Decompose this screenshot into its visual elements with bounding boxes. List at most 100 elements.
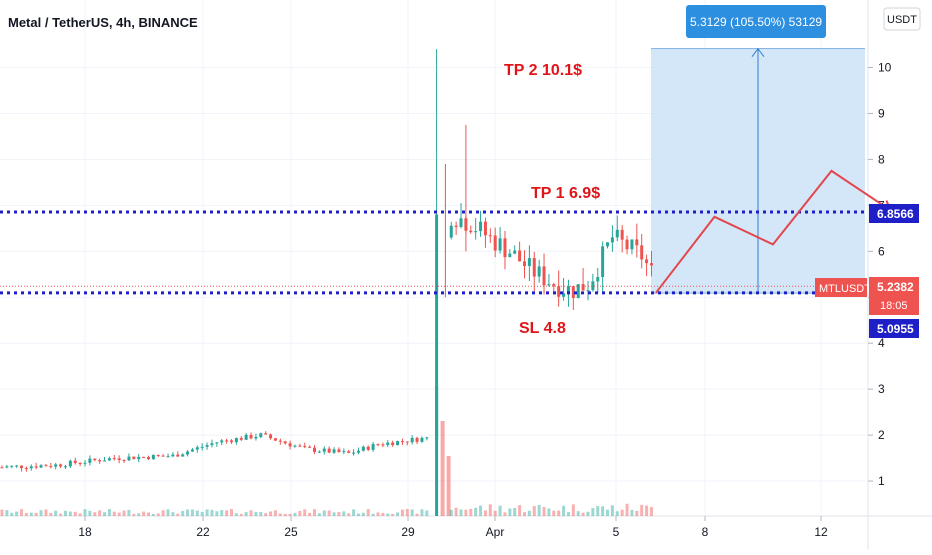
sl-annotation[interactable]: SL 4.8: [519, 320, 566, 337]
volume-bars: [0, 386, 653, 516]
volume-bar: [293, 512, 297, 516]
volume-bar: [562, 505, 566, 516]
currency-button[interactable]: USDT: [883, 7, 921, 31]
candle: [176, 454, 180, 457]
volume-bar: [288, 513, 292, 516]
volume-bar: [39, 510, 43, 516]
volume-bar: [103, 512, 107, 516]
candle: [132, 456, 136, 460]
candle: [361, 446, 365, 451]
candle: [386, 442, 390, 446]
candle: [0, 467, 4, 469]
candle: [498, 238, 502, 251]
volume-bar: [68, 511, 72, 516]
candle: [93, 458, 97, 461]
volume-bar: [166, 509, 170, 516]
y-tick-label: 6: [878, 244, 885, 258]
y-tick-label: 1: [878, 474, 885, 488]
volume-bar: [337, 512, 341, 516]
candle: [39, 465, 43, 468]
candle: [205, 445, 209, 447]
candle: [264, 433, 268, 435]
candle: [29, 466, 33, 469]
volume-bar: [469, 508, 473, 516]
volume-bar: [591, 508, 595, 516]
volume-bar: [132, 513, 136, 516]
candle: [620, 229, 624, 240]
candle: [10, 465, 14, 467]
candle: [215, 442, 219, 444]
volume-bar: [479, 505, 483, 516]
tp1-annotation[interactable]: TP 1 6.9$: [531, 185, 600, 202]
volume-bar: [269, 511, 273, 516]
symbol-tag-label: MTLUSDT: [819, 283, 871, 295]
candle: [537, 266, 541, 277]
volume-bar: [151, 513, 155, 516]
candle: [542, 266, 546, 286]
candle: [581, 284, 585, 291]
candle: [298, 445, 302, 447]
candle: [630, 239, 634, 250]
candle: [376, 444, 380, 446]
candle: [254, 436, 258, 439]
candle: [239, 438, 243, 440]
volume-bar: [601, 506, 605, 516]
x-tick-label: 29: [401, 525, 415, 539]
volume-bar: [557, 510, 561, 516]
volume-bar: [15, 511, 19, 516]
volume-bar: [264, 513, 268, 516]
spike-volume-bar: [435, 386, 439, 516]
volume-bar: [493, 510, 497, 516]
volume-bar: [308, 512, 312, 516]
x-tick-label: 8: [702, 525, 709, 539]
candle: [122, 459, 126, 461]
candle: [225, 440, 229, 442]
candle: [88, 458, 92, 463]
volume-bar: [449, 509, 453, 516]
symbol-price-tag[interactable]: MTLUSDT 5.2382 18:05: [815, 277, 919, 315]
volume-bar: [474, 507, 478, 516]
volume-bar: [200, 511, 204, 516]
candle: [171, 454, 175, 457]
volume-bar: [342, 511, 346, 516]
volume-bar: [24, 513, 28, 516]
x-tick-label: 22: [196, 525, 210, 539]
volume-bar: [508, 508, 512, 516]
candle: [464, 218, 468, 231]
y-tick-label: 4: [878, 336, 885, 350]
volume-bar: [254, 512, 258, 516]
volume-bar: [107, 509, 111, 516]
candle: [195, 447, 199, 450]
volume-bar: [249, 510, 253, 516]
sl-price-tag[interactable]: 5.0955: [869, 319, 919, 338]
y-tick-label: 9: [878, 106, 885, 120]
volume-bar: [571, 504, 575, 516]
candle: [273, 438, 277, 441]
candle: [488, 235, 492, 237]
volume-bar: [49, 512, 53, 516]
volume-bar: [244, 512, 248, 516]
volume-bar: [190, 509, 194, 516]
tp2-annotation[interactable]: TP 2 10.1$: [504, 62, 582, 79]
volume-bar: [93, 512, 97, 516]
tp-price-tag[interactable]: 6.8566: [869, 204, 919, 223]
candle: [400, 441, 404, 443]
candle: [391, 442, 395, 446]
projection-path[interactable]: [655, 169, 891, 294]
candle: [454, 225, 458, 227]
y-tick-label: 10: [878, 61, 892, 75]
volume-bar: [5, 510, 9, 516]
volume-bar: [425, 510, 429, 516]
volume-bar: [34, 512, 38, 516]
x-axis: 18 22 25 29 Apr 5 8 12: [78, 516, 828, 539]
candle: [615, 229, 619, 238]
x-tick-label: 25: [284, 525, 298, 539]
volume-bar: [230, 509, 233, 516]
currency-button-label: USDT: [887, 14, 917, 26]
candle: [337, 449, 341, 453]
volume-bar: [29, 512, 33, 516]
candle: [596, 277, 600, 282]
candle: [283, 441, 287, 444]
